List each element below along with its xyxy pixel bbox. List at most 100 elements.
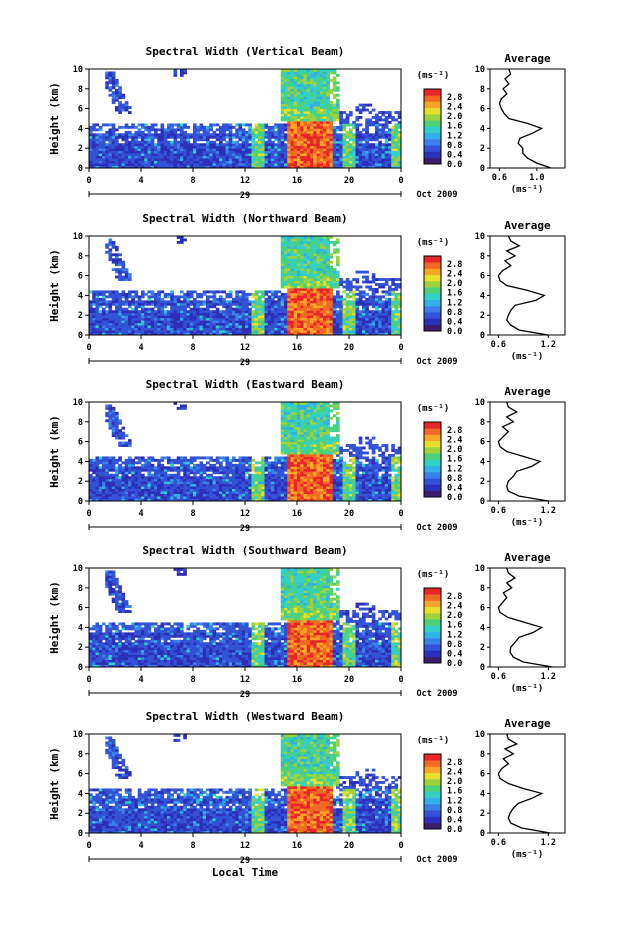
heatmap-cell (199, 466, 204, 470)
heatmap-cell (313, 295, 317, 299)
heatmap-cell (118, 273, 122, 277)
heatmap-cell (180, 476, 184, 480)
heatmap-cell (336, 300, 340, 304)
heatmap-cell (358, 310, 363, 314)
heatmap-cell (329, 71, 334, 75)
heatmap-cell (141, 498, 145, 502)
heatmap-cell (141, 310, 145, 314)
heatmap-cell (313, 253, 317, 257)
heatmap-cell (264, 297, 269, 301)
heatmap-cell (375, 278, 379, 281)
heatmap-cell (121, 434, 126, 438)
heatmap-cell (131, 163, 135, 166)
heatmap-cell (284, 258, 288, 262)
heatmap-cell (144, 486, 148, 490)
heatmap-cell (121, 106, 126, 110)
heatmap-cell (339, 135, 343, 139)
heatmap-cell (297, 270, 301, 274)
heatmap-cell (287, 160, 291, 164)
heatmap-cell (209, 322, 213, 326)
heatmap-cell (271, 165, 275, 169)
heatmap-cell (264, 165, 269, 169)
heatmap-cell (284, 108, 288, 112)
heatmap-cell (115, 491, 119, 494)
heatmap-cell (362, 103, 366, 107)
heatmap-cell (323, 315, 327, 319)
heatmap-cell (186, 312, 191, 316)
heatmap-cell (316, 155, 321, 159)
heatmap-cell (306, 113, 311, 117)
heatmap-cell (303, 238, 308, 242)
heatmap-cell (141, 133, 145, 137)
heatmap-cell (89, 473, 93, 477)
heatmap-cell (365, 325, 369, 328)
heatmap-cell (339, 155, 343, 159)
heatmap-cell (306, 71, 311, 75)
heatmap-cell (362, 275, 366, 279)
heatmap-cell (118, 150, 122, 154)
heatmap-cell (358, 140, 363, 144)
heatmap-cell (323, 270, 327, 274)
heatmap-cell (118, 434, 122, 438)
heatmap-cell (323, 253, 327, 257)
heatmap-cell (199, 461, 204, 465)
heatmap-cell (336, 98, 340, 102)
heatmap-cell (323, 155, 327, 159)
heatmap-cell (280, 245, 285, 249)
heatmap-cell (297, 250, 301, 254)
heatmap-cell (115, 145, 119, 149)
heatmap-cell (206, 481, 210, 485)
heatmap-cell (115, 163, 119, 166)
heatmap-cell (316, 116, 321, 119)
heatmap-cell (189, 330, 194, 333)
heatmap-cell (277, 135, 282, 139)
heatmap-cell (365, 275, 369, 279)
heatmap-cell (137, 330, 142, 333)
heatmap-cell (131, 491, 135, 494)
heatmap-cell (115, 295, 119, 299)
heatmap-cell (128, 439, 132, 443)
heatmap-cell (345, 120, 350, 124)
heatmap-cell (121, 327, 126, 331)
heatmap-cell (391, 148, 395, 152)
heatmap-cell (141, 496, 145, 499)
heatmap-cell (128, 496, 132, 499)
heatmap-cell (163, 317, 168, 321)
heatmap-cell (167, 476, 171, 480)
heatmap-cell (274, 312, 278, 316)
heatmap-cell (339, 295, 343, 299)
heatmap-cell (310, 153, 314, 157)
heatmap-cell (248, 327, 252, 331)
y-tick-label: 4 (78, 291, 83, 301)
heatmap-cell (92, 312, 96, 316)
heatmap-cell (196, 128, 200, 132)
heatmap-cell (154, 123, 158, 127)
heatmap-cell (212, 310, 217, 314)
heatmap-cell (319, 98, 324, 102)
heatmap-cell (95, 458, 100, 462)
heatmap-cell (115, 473, 119, 477)
heatmap-cell (150, 133, 155, 137)
heatmap-cell (160, 153, 165, 157)
heatmap-cell (303, 292, 308, 296)
heatmap-cell (167, 332, 171, 336)
heatmap-cell (368, 158, 373, 161)
heatmap-cell (342, 285, 347, 289)
heatmap-cell (186, 461, 191, 465)
heatmap-cell (280, 268, 285, 272)
heatmap-cell (160, 478, 165, 482)
heatmap-cell (310, 71, 314, 75)
heatmap-cell (128, 290, 132, 294)
heatmap-cell (326, 317, 330, 321)
heatmap-cell (219, 150, 223, 154)
heatmap-cell (134, 138, 139, 142)
heatmap-cell (128, 312, 132, 316)
heatmap-cell (141, 138, 145, 142)
heatmap-cell (118, 270, 122, 274)
heatmap-cell (371, 290, 376, 294)
heatmap-cell (313, 165, 317, 169)
heatmap-cell (202, 160, 207, 164)
heatmap-cell (293, 160, 298, 164)
heatmap-cell (267, 330, 272, 333)
heatmap-cell (128, 148, 132, 152)
